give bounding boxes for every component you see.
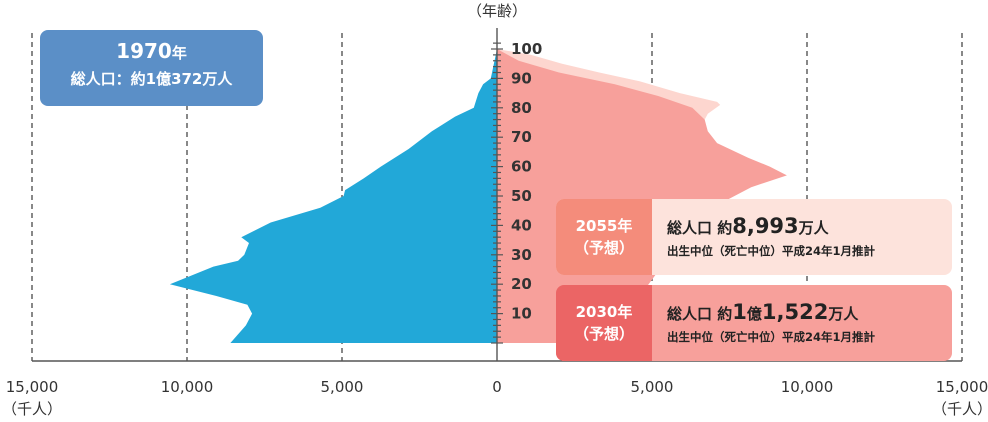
age-tick-label: 40 <box>511 216 532 234</box>
age-tick-label: 10 <box>511 305 532 323</box>
annotation-2030-year: 2030年 <box>575 303 633 321</box>
series-area-0 <box>169 49 497 343</box>
annotation-2030-method: 出生中位（死亡中位）平成24年1月推計 <box>667 330 876 344</box>
annotation-2030-total: 総人口 約1億1,522万人 <box>667 300 859 324</box>
age-tick-label: 100 <box>511 40 542 58</box>
x-tick-label: 15,000 <box>6 378 59 396</box>
x-tick-label: 10,000 <box>161 378 214 396</box>
age-axis-label: （年齢） <box>467 2 527 20</box>
age-tick-label: 80 <box>511 99 532 117</box>
age-tick-label: 20 <box>511 275 532 293</box>
annotation-2030: 2030年 （予想） 総人口 約1億1,522万人 出生中位（死亡中位）平成24… <box>556 285 952 361</box>
x-unit-label-right: （千人） <box>932 400 988 418</box>
annotation-2055-year: 2055年 <box>575 217 633 235</box>
age-tick-label: 50 <box>511 187 532 205</box>
annotation-2030-tag: 2030年 （予想） <box>556 285 652 361</box>
annotation-2055-method: 出生中位（死亡中位）平成24年1月推計 <box>667 244 876 258</box>
annotation-2030-note: （予想） <box>573 325 634 343</box>
x-tick-label: 5,000 <box>631 378 674 396</box>
x-tick-label: 5,000 <box>321 378 364 396</box>
x-unit-label-left: （千人） <box>2 400 62 418</box>
annotation-2055-tag: 2055年 （予想） <box>556 199 652 275</box>
x-tick-label: 0 <box>492 378 502 396</box>
annotation-1970-year: 1970年 <box>116 39 187 63</box>
x-tick-label: 10,000 <box>781 378 834 396</box>
x-tick-label: 15,000 <box>936 378 988 396</box>
age-tick-label: 70 <box>511 128 532 146</box>
age-tick-label: 30 <box>511 246 532 264</box>
age-tick-label: 60 <box>511 158 532 176</box>
annotation-2055-note: （予想） <box>573 239 634 257</box>
annotation-1970: 1970年 総人口：約1億372万人 <box>40 30 263 106</box>
annotation-1970-total: 総人口：約1億372万人 <box>70 70 233 88</box>
axes-layer <box>32 28 962 362</box>
age-tick-label: 90 <box>511 69 532 87</box>
annotation-2055-total: 総人口 約8,993万人 <box>667 214 829 238</box>
annotation-2055: 2055年 （予想） 総人口 約8,993万人 出生中位（死亡中位）平成24年1… <box>556 199 952 275</box>
